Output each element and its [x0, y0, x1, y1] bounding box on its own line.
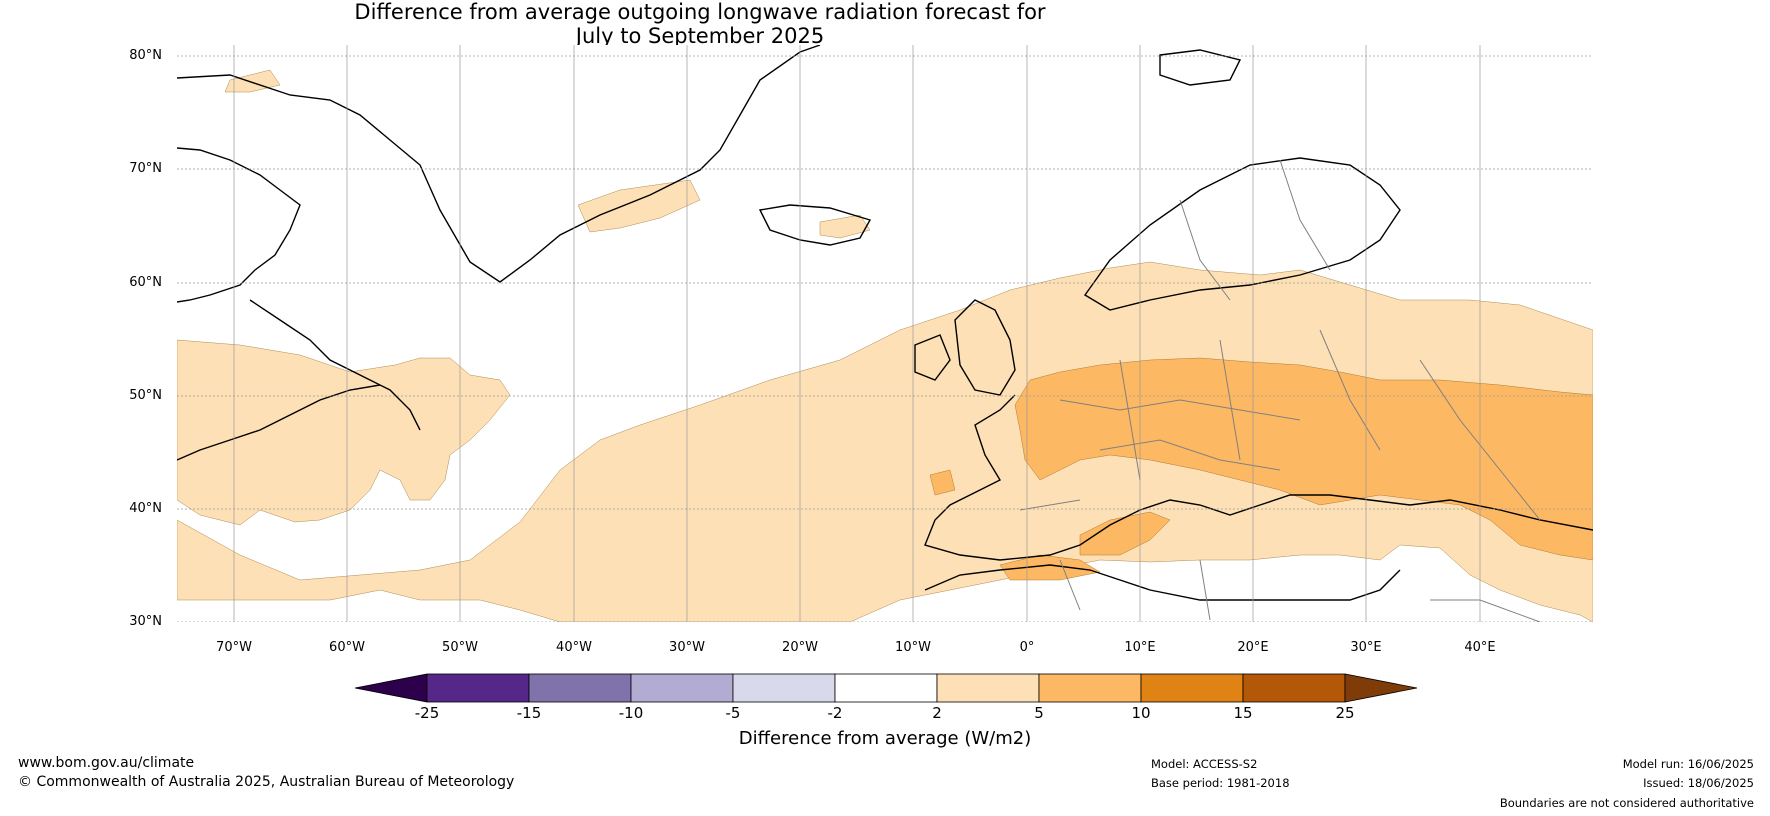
lon-label: 20°E	[1237, 640, 1269, 655]
colorbar-tick: -5	[725, 704, 741, 722]
colorbar-segment	[630, 673, 734, 703]
graticule	[177, 45, 1593, 622]
western-europe-coast	[924, 394, 1593, 561]
lat-label: 80°N	[129, 48, 162, 63]
canada-arctic-coast	[177, 147, 301, 303]
colorbar-segment	[1140, 673, 1244, 703]
greenland-coast	[177, 45, 821, 283]
colorbar-segment	[732, 673, 836, 703]
colorbar-segment	[936, 673, 1040, 703]
lon-label: 30°W	[669, 640, 705, 655]
iceland-coast	[758, 204, 872, 246]
lat-label: 30°N	[129, 614, 162, 629]
colorbar-segment	[834, 673, 938, 703]
forecast-map	[177, 45, 1593, 622]
lat-label: 60°N	[129, 275, 162, 290]
anomaly-2-5-region	[577, 179, 701, 233]
website-link[interactable]: www.bom.gov.au/climate	[18, 755, 195, 771]
lon-label: 10°E	[1124, 640, 1156, 655]
lon-label: 20°W	[782, 640, 818, 655]
colorbar-segment	[426, 673, 530, 703]
svalbard-coast	[1159, 49, 1242, 86]
north-africa-coast	[924, 564, 1401, 601]
lon-label: 40°E	[1464, 640, 1496, 655]
colorbar-tick: 25	[1335, 704, 1355, 722]
anomaly-5-10-region	[1014, 357, 1593, 561]
colorbar-tick: -2	[827, 704, 843, 722]
lon-label: 10°W	[895, 640, 931, 655]
lon-label: 70°W	[216, 640, 252, 655]
lon-label: 50°W	[442, 640, 478, 655]
colorbar-tick: -25	[414, 704, 440, 722]
base-period-text: Base period: 1981-2018	[1151, 776, 1290, 790]
copyright-text: © Commonwealth of Australia 2025, Austra…	[18, 774, 515, 790]
colorbar-extend-high	[1344, 673, 1418, 703]
ireland-coast	[914, 334, 951, 381]
anomaly-2-5-region	[819, 214, 871, 239]
british-isles-coast	[954, 299, 1016, 396]
colorbar-segment	[1242, 673, 1346, 703]
title-line-1: Difference from average outgoing longwav…	[354, 0, 1046, 24]
colorbar-segment	[528, 673, 632, 703]
colorbar-extend-low	[354, 673, 428, 703]
lon-label: 40°W	[556, 640, 592, 655]
anomaly-2-5-region	[177, 339, 511, 526]
coastlines	[177, 45, 1593, 601]
anomaly-5-10-region	[1079, 511, 1171, 556]
colorbar-tick: 2	[932, 704, 942, 722]
scandinavia-coast	[1083, 157, 1401, 311]
model-run-text: Model run: 16/06/2025	[1622, 757, 1754, 771]
colorbar-tick: 15	[1233, 704, 1253, 722]
lon-label: 60°W	[329, 640, 365, 655]
colorbar-tick: 5	[1034, 704, 1044, 722]
lat-label: 40°N	[129, 501, 162, 516]
labrador-coast	[249, 299, 421, 431]
lon-label: 0°	[1019, 640, 1035, 655]
lon-label: 30°E	[1350, 640, 1382, 655]
country-borders	[1019, 159, 1541, 622]
colorbar-label: Difference from average (W/m2)	[738, 728, 1032, 749]
north-america-east-coast	[177, 384, 381, 461]
lat-label: 70°N	[129, 161, 162, 176]
anomaly-5-10-region	[929, 469, 956, 496]
anomaly-5-10-region	[999, 554, 1101, 581]
model-text: Model: ACCESS-S2	[1151, 757, 1258, 771]
chart-title: Difference from average outgoing longwav…	[200, 0, 1200, 48]
colorbar-tick: -15	[516, 704, 542, 722]
lat-label: 50°N	[129, 388, 162, 403]
disclaimer-text: Boundaries are not considered authoritat…	[1499, 796, 1754, 810]
issued-text: Issued: 18/06/2025	[1643, 776, 1754, 790]
colorbar-tick: -10	[618, 704, 644, 722]
colorbar-tick: 10	[1131, 704, 1151, 722]
colorbar-segment	[1038, 673, 1142, 703]
title-line-2: July to September 2025	[575, 24, 825, 48]
anomaly-2-5-region	[177, 261, 1593, 622]
